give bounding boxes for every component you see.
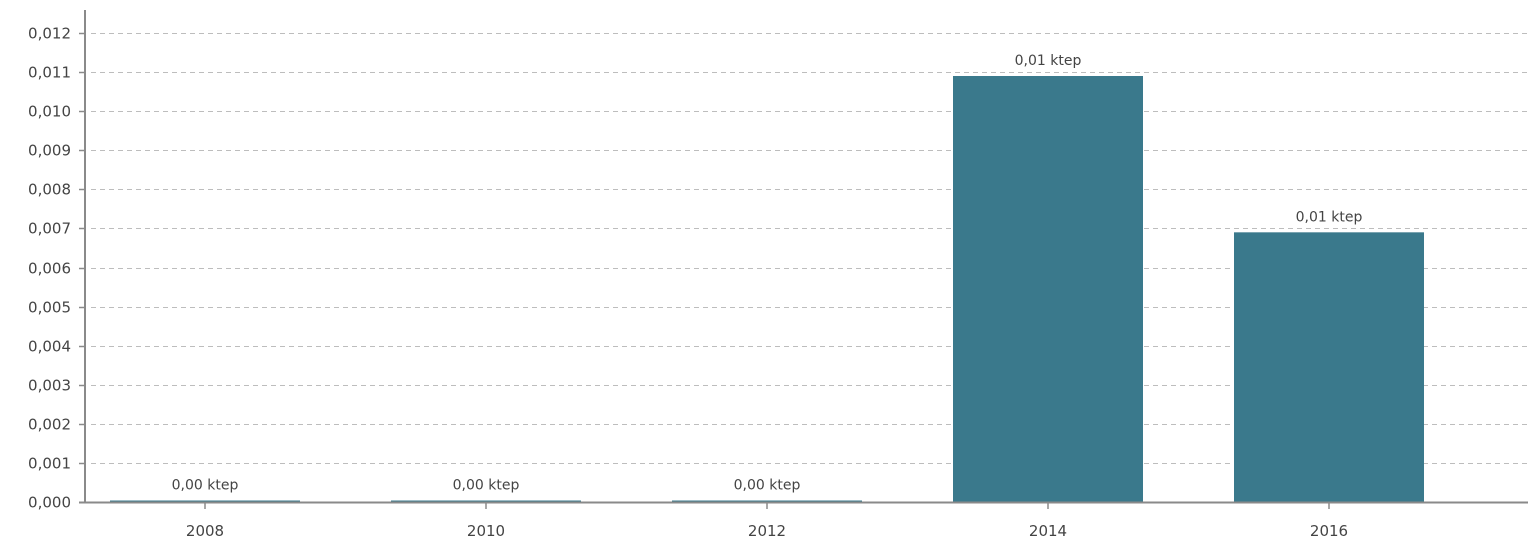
y-tick-label: 0,011 [28,64,71,82]
y-tick-label: 0,012 [28,25,71,43]
data-label-2016: 0,01 ktep [1296,209,1363,225]
data-label-2010: 0,00 ktep [453,478,520,494]
y-tick-label: 0,005 [28,299,71,317]
labels: 0,000 0,001 0,002 0,003 0,004 0,005 0,006 0,007… [28,25,1362,541]
y-tick-label: 0,004 [28,338,71,356]
y-tick-label: 0,000 [28,494,71,512]
bars [110,75,1424,502]
data-label-2014: 0,01 ktep [1015,53,1082,69]
bar-2016 [1234,232,1424,502]
y-tick-label: 0,001 [28,455,71,473]
y-tick-label: 0,010 [28,103,71,121]
y-tick-label: 0,003 [28,377,71,395]
y-tick-label: 0,007 [28,220,71,238]
y-tick-label: 0,002 [28,416,71,434]
data-label-2012: 0,00 ktep [734,478,801,494]
bar-2014 [953,75,1143,502]
x-tick-label-2012: 2012 [748,522,786,540]
y-tick-label: 0,009 [28,142,71,160]
bar-2010 [391,500,581,502]
x-tick-label-2014: 2014 [1029,522,1067,540]
data-label-2008: 0,00 ktep [172,478,239,494]
x-tick-label-2016: 2016 [1310,522,1348,540]
x-tick-label-2010: 2010 [467,522,505,540]
y-tick-label: 0,008 [28,181,71,199]
y-tick-label: 0,006 [28,260,71,278]
x-tick-label-2008: 2008 [186,522,224,540]
bar-2012 [672,500,862,502]
axes [79,10,1528,509]
bar-2008 [110,500,300,502]
